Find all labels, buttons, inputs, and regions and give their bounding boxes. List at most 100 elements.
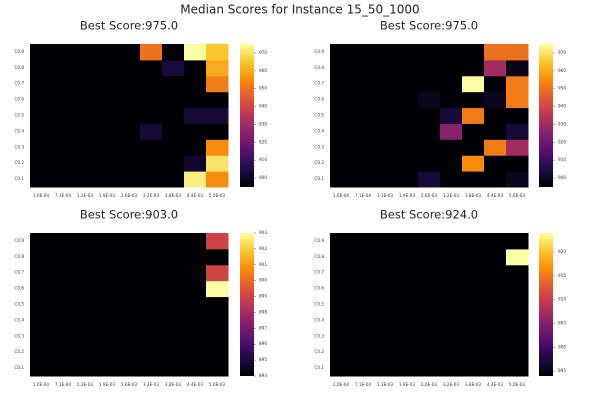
heatmap-cell <box>52 91 75 109</box>
heatmap-cell <box>206 360 229 377</box>
heatmap-cell <box>506 344 529 361</box>
heatmap-cell <box>52 248 75 266</box>
heatmap-cell <box>30 44 53 61</box>
heatmap-cell <box>330 264 353 282</box>
heatmap-cell <box>418 296 441 313</box>
colorbar-tick-label: 894 <box>259 373 267 378</box>
heatmap-cell <box>506 328 529 345</box>
heatmap-cell <box>506 123 529 140</box>
heatmap-cell <box>374 248 397 266</box>
y-tick-label: C0.7 <box>14 270 24 275</box>
colorbar-tick-label: 900 <box>259 278 267 283</box>
heatmap-cell <box>374 344 397 361</box>
heatmap-cell <box>206 44 229 61</box>
x-tick-label: 2.6E-03 <box>121 193 137 198</box>
x-tick-label: 7.1E-04 <box>355 382 371 387</box>
heatmap-cell <box>484 59 507 77</box>
heatmap-cell <box>206 59 229 77</box>
colorbar-tick-label: 905 <box>558 321 566 326</box>
heatmap-cell <box>374 296 397 313</box>
colorbar-tick-label: 960 <box>558 68 566 73</box>
x-tick-label: 1.3E-03 <box>377 382 393 387</box>
colorbar-tick-label: 898 <box>259 309 267 314</box>
heatmap-cell <box>74 264 97 282</box>
heatmap-cell <box>506 107 529 124</box>
heatmap-cell <box>484 171 507 188</box>
colorbar-tick-label: 901 <box>259 262 267 267</box>
heatmap-cell <box>374 59 397 77</box>
heatmap-cell <box>206 296 229 313</box>
heatmap-cell <box>396 264 419 282</box>
heatmap-cell <box>418 233 441 250</box>
colorbar-tick-label: 902 <box>259 246 267 251</box>
heatmap-cell <box>484 44 507 61</box>
heatmap-cell <box>30 296 53 313</box>
x-tick-label: 4.4E-03 <box>487 382 503 387</box>
y-tick-label: C0.2 <box>14 160 24 165</box>
x-tick-label: 3.8E-03 <box>165 193 181 198</box>
heatmap-cell <box>352 59 375 77</box>
heatmap-cell <box>462 344 485 361</box>
heatmap-panel: Best Score:975.0 C0.1 C0.2 C0.3 C0.4 C0.5 C0.6… <box>314 19 566 199</box>
heatmap-cell <box>462 312 485 329</box>
heatmap-cell <box>506 75 529 93</box>
heatmap-cell <box>462 107 485 124</box>
heatmap-cell <box>118 296 141 313</box>
heatmap-cell <box>418 344 441 361</box>
heatmap-cell <box>162 248 185 266</box>
panel-title: Best Score:924.0 <box>380 208 478 222</box>
y-tick-label: C0.4 <box>314 317 324 322</box>
heatmap-cell <box>418 91 441 109</box>
heatmap-cell <box>118 139 141 156</box>
heatmap-cell <box>52 139 75 156</box>
colorbar <box>240 233 254 376</box>
heatmap-cell <box>484 139 507 156</box>
heatmap-cell <box>352 233 375 250</box>
heatmap-cell <box>330 107 353 124</box>
colorbar-tick-label: 897 <box>259 325 267 330</box>
colorbar-tick-label: 950 <box>259 86 267 91</box>
x-tick-label: 2.6E-03 <box>121 382 137 387</box>
heatmap-cell <box>484 75 507 93</box>
heatmap-cell <box>484 296 507 313</box>
heatmap-cell <box>30 91 53 109</box>
heatmap-cell <box>462 123 485 140</box>
heatmap-cell <box>330 360 353 377</box>
heatmap-cell <box>30 344 53 361</box>
heatmap-cell <box>396 155 419 172</box>
heatmap-cell <box>140 171 163 188</box>
heatmap-cell <box>118 44 141 61</box>
heatmap-cell <box>206 171 229 188</box>
heatmap-cell <box>396 328 419 345</box>
heatmap-cell <box>140 75 163 93</box>
heatmap-cell <box>184 75 207 93</box>
heatmap-cell <box>396 360 419 377</box>
heatmap-cell <box>484 264 507 282</box>
heatmap-cell <box>352 296 375 313</box>
x-tick-label: 3.2E-03 <box>143 382 159 387</box>
x-tick-label: 1.0E-04 <box>33 193 49 198</box>
y-tick-label: C0.7 <box>314 270 324 275</box>
heatmap-cell <box>96 139 119 156</box>
heatmap-cell <box>162 312 185 329</box>
heatmap-cell <box>418 123 441 140</box>
x-tick-label: 3.8E-03 <box>465 193 481 198</box>
heatmap-cell <box>484 328 507 345</box>
heatmap-cell <box>30 360 53 377</box>
colorbar-tick-label: 896 <box>259 341 267 346</box>
colorbar-tick-label: 903 <box>259 230 267 235</box>
heatmap-cell <box>352 107 375 124</box>
heatmap-cell <box>484 107 507 124</box>
heatmap-cell <box>162 280 185 298</box>
heatmap-cell <box>184 155 207 172</box>
heatmap-cell <box>52 344 75 361</box>
heatmap-cell <box>484 155 507 172</box>
heatmap-cell <box>440 328 463 345</box>
heatmap-cell <box>162 107 185 124</box>
y-tick-label: C0.9 <box>314 238 324 243</box>
y-tick-label: C0.1 <box>314 176 324 181</box>
x-tick-label: 5.0E-03 <box>509 193 525 198</box>
heatmap-cell <box>74 360 97 377</box>
heatmap-cell <box>30 280 53 298</box>
heatmap-cell <box>96 280 119 298</box>
